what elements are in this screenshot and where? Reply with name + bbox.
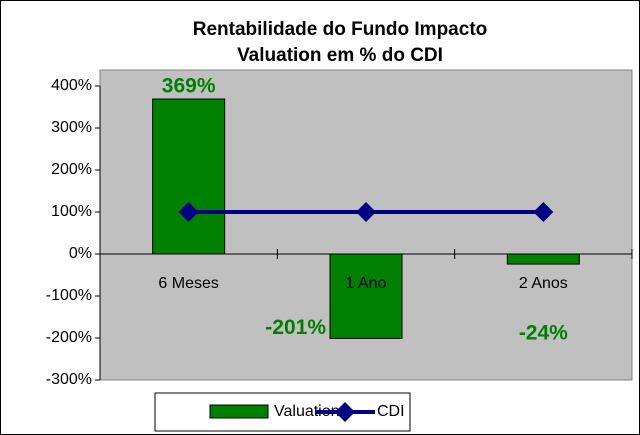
data-label: -201% xyxy=(265,316,326,339)
data-label: -24% xyxy=(519,322,568,345)
y-tick-label: -300% xyxy=(46,371,92,388)
x-tick-label: 6 Meses xyxy=(158,275,218,292)
data-label: 369% xyxy=(162,75,216,98)
chart-title: Valuation em % do CDI xyxy=(237,45,443,66)
legend-label: CDI xyxy=(377,403,405,420)
legend-marker xyxy=(335,402,355,422)
y-tick-label: 0% xyxy=(69,245,92,262)
bar xyxy=(329,253,403,339)
x-tick-label: 1 Ano xyxy=(346,275,387,292)
marker xyxy=(178,202,199,222)
bar xyxy=(152,98,226,255)
legend-label: Valuation xyxy=(274,403,340,420)
y-tick-label: 200% xyxy=(51,161,92,178)
legend-swatch xyxy=(209,404,269,419)
y-tick-label: 300% xyxy=(51,119,92,136)
y-tick-label: -200% xyxy=(46,329,92,346)
x-tick-label: 2 Anos xyxy=(519,275,568,292)
bar xyxy=(506,253,580,265)
y-tick-label: -100% xyxy=(46,287,92,304)
y-tick-label: 100% xyxy=(51,203,92,220)
chart-title: Rentabilidade do Fundo Impacto xyxy=(193,19,488,40)
y-tick-label: 400% xyxy=(51,77,92,94)
marker xyxy=(533,202,554,222)
marker xyxy=(356,202,376,222)
